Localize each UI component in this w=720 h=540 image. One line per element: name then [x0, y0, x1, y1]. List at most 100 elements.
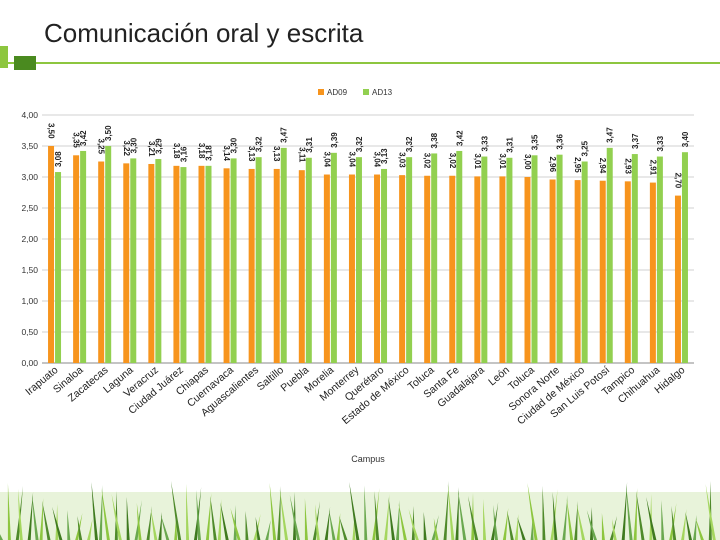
grass-blade	[447, 484, 455, 540]
y-tick-label: 2,00	[21, 234, 38, 244]
bar-ad09	[424, 175, 431, 363]
decor-left-bar	[0, 0, 22, 70]
y-tick-label: 1,00	[21, 296, 38, 306]
bar-ad13	[280, 147, 287, 363]
y-tick-label: 3,50	[21, 141, 38, 151]
bar-ad09	[123, 163, 130, 363]
grass-blade	[562, 495, 568, 540]
grass-blade	[542, 486, 546, 540]
grass-blade	[269, 483, 277, 540]
bar-ad09	[649, 182, 656, 363]
value-label-ad09: 3,00	[523, 154, 532, 170]
bar-ad13	[581, 161, 588, 363]
value-label-ad13: 3,32	[405, 136, 414, 152]
grass-blade	[18, 489, 23, 540]
grass-blade	[101, 488, 110, 540]
grass-blade	[174, 518, 178, 540]
bar-ad09	[48, 146, 55, 363]
value-label-ad09: 3,35	[72, 132, 81, 148]
grass-blade	[289, 495, 300, 540]
grass-blade	[91, 482, 98, 540]
bar-ad13	[481, 156, 488, 363]
grass-blade	[507, 511, 514, 540]
grass-blade	[87, 519, 93, 540]
grass-blade	[636, 491, 645, 540]
grass-blade	[468, 496, 479, 540]
bar-ad13	[80, 150, 87, 363]
value-label-ad09: 2,96	[548, 156, 557, 172]
grass-blade	[483, 499, 487, 540]
value-label-ad09: 3,02	[423, 153, 432, 169]
grass-blade	[626, 485, 633, 540]
grass-blade	[671, 506, 677, 540]
bar-ad13	[205, 165, 212, 363]
grass-blade	[552, 492, 558, 540]
value-label-ad13: 3,31	[305, 137, 314, 153]
y-tick-label: 0,50	[21, 327, 38, 337]
grass-blade	[324, 507, 331, 540]
value-label-ad09: 3,22	[122, 140, 131, 156]
bar-ad09	[474, 176, 481, 363]
y-tick-label: 2,50	[21, 203, 38, 213]
grass-blade	[502, 508, 509, 540]
grass-blade	[265, 520, 271, 540]
value-label-ad13: 3,42	[455, 130, 464, 146]
grass-blade	[455, 487, 459, 540]
bar-ad13	[456, 150, 463, 363]
bar-ad13	[305, 157, 312, 363]
bar-ad09	[148, 163, 155, 363]
bar-ad13	[180, 167, 187, 363]
value-label-ad13: 3,36	[556, 134, 565, 150]
bar-ad13	[381, 168, 388, 363]
bar-ad13	[330, 152, 337, 363]
bar-ad13	[656, 156, 663, 363]
value-label-ad09: 3,18	[172, 143, 181, 159]
value-label-ad13: 3,33	[480, 135, 489, 151]
page-title: Comunicación oral y escrita	[44, 18, 364, 48]
bar-ad13	[606, 147, 613, 363]
value-label-ad09: 3,21	[147, 141, 156, 157]
bar-ad13	[506, 157, 513, 363]
value-label-ad13: 3,47	[280, 127, 289, 143]
grass-blade	[693, 515, 697, 540]
bar-chart: 0,00 0,50 1,00 1,50 2,00 2,50 3,00 3,50 4,00 AD09…	[21, 88, 694, 464]
grass-blade	[7, 483, 11, 540]
grass-blade	[339, 516, 348, 540]
grass-blade	[77, 516, 83, 540]
grass-blade	[705, 484, 716, 540]
grass-blade	[67, 510, 71, 540]
value-label-ad09: 3,50	[47, 123, 56, 139]
grass-blade	[364, 485, 368, 540]
value-label-ad09: 3,04	[322, 152, 331, 168]
grass-blade	[633, 488, 638, 540]
value-label-ad13: 3,47	[606, 127, 615, 143]
grass-decoration	[0, 481, 720, 540]
value-label-ad09: 3,03	[398, 152, 407, 168]
grass-blade	[315, 504, 320, 540]
grass-blade	[612, 519, 617, 540]
bar-ad09	[574, 180, 581, 363]
bar-ad09	[248, 168, 255, 363]
grass-blade	[186, 484, 190, 540]
grass-blade	[685, 512, 692, 540]
grass-blade	[423, 512, 427, 540]
value-label-ad13: 3,42	[79, 130, 88, 146]
value-label-ad09: 2,93	[623, 158, 632, 174]
grass-blade	[384, 494, 390, 540]
grass-blade	[158, 512, 162, 540]
grass-blade	[217, 499, 222, 540]
y-tick-label: 4,00	[21, 110, 38, 120]
bar-ad09	[524, 177, 531, 363]
value-label-ad09: 3,01	[473, 153, 482, 169]
grass-blade	[443, 481, 449, 540]
bar-ad09	[449, 175, 456, 363]
grass-blade	[52, 507, 63, 540]
grass-blade	[196, 490, 201, 540]
value-label-ad13: 3,40	[681, 131, 690, 147]
grass-blade	[374, 491, 380, 540]
grass-blade	[171, 481, 182, 540]
value-label-ad13: 3,29	[154, 138, 163, 154]
grass-blade	[398, 503, 407, 540]
y-tick-label: 3,00	[21, 172, 38, 182]
value-label-ad09: 3,04	[347, 152, 356, 168]
